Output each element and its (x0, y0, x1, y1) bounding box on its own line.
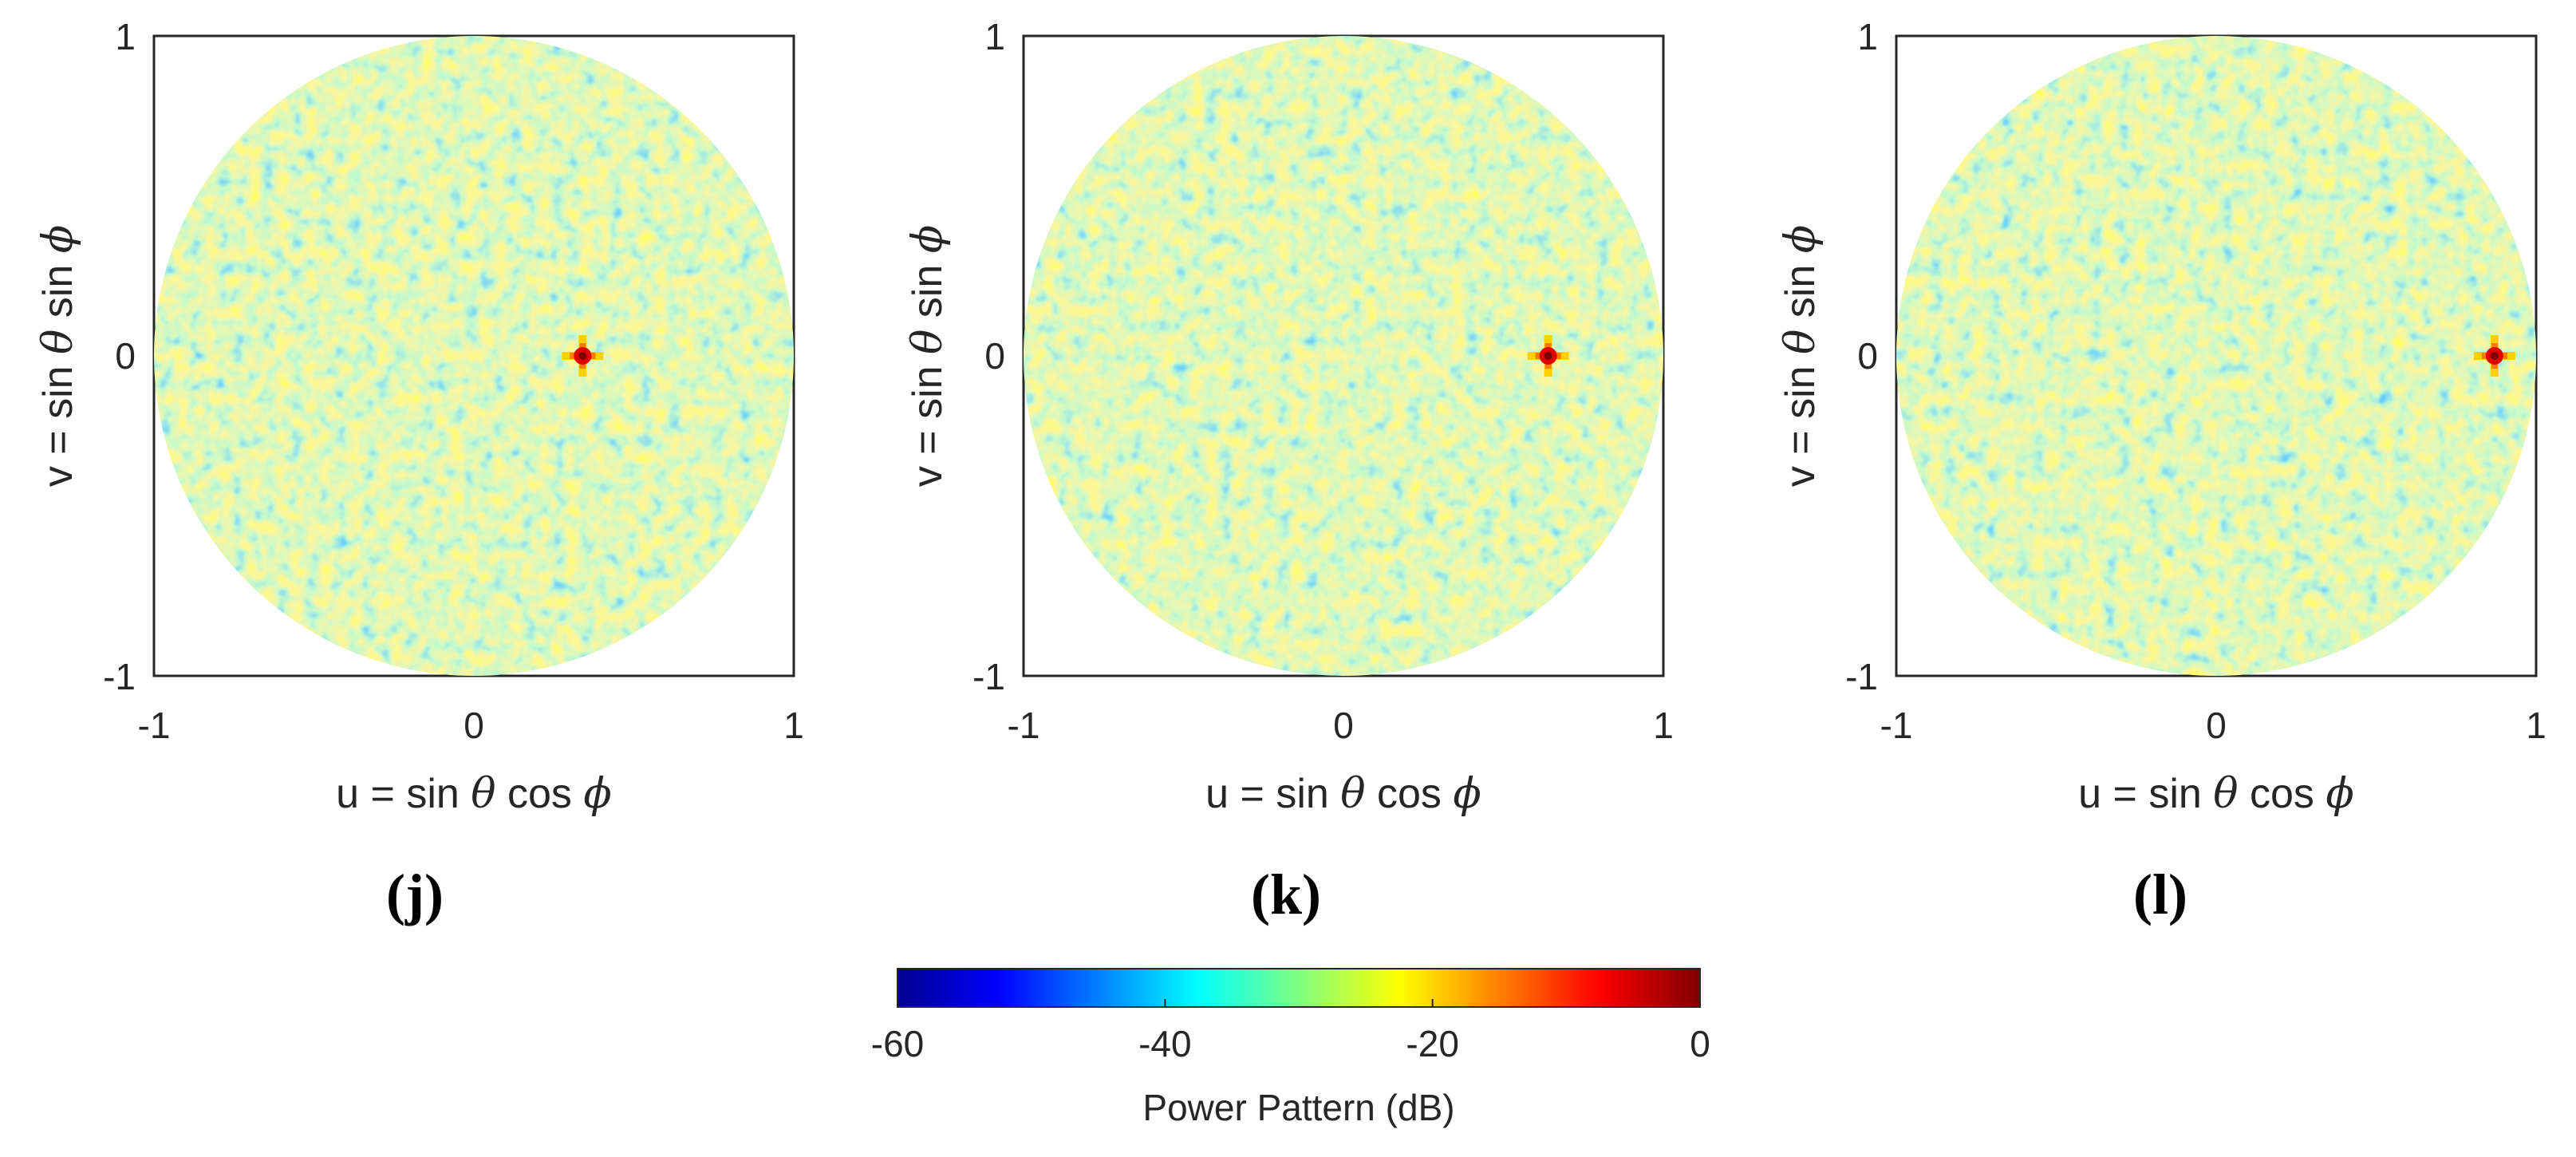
main-beam-core (578, 352, 587, 360)
x-tick-right: 1 (783, 705, 804, 746)
x-tick-left: -1 (138, 705, 171, 746)
colorbar-ticks: -60 -40 -20 0 (871, 999, 1710, 1064)
main-beam-j (562, 335, 604, 377)
power-pattern-heatmap (154, 36, 794, 676)
main-beam-l (2473, 335, 2515, 377)
y-axis-label: v = sin θ sin ϕ (904, 225, 952, 487)
x-axis-label: u = sin θ cos ϕ (1205, 770, 1481, 818)
y-tick-mid: 0 (984, 335, 1005, 377)
x-tick-right: 1 (1653, 705, 1674, 746)
power-pattern-heatmap (1896, 36, 2536, 676)
colorbar-tick-label: -40 (1138, 1023, 1191, 1064)
x-tick-mid: 0 (464, 705, 484, 746)
main-beam-core (2490, 352, 2499, 360)
colorbar: -60 -40 -20 0 Power Pattern (dB) (871, 968, 1710, 1128)
x-tick-mid: 0 (1333, 705, 1354, 746)
y-tick-top: 1 (115, 16, 136, 57)
x-axis-label: u = sin θ cos ϕ (2078, 770, 2354, 818)
y-tick-bottom: -1 (103, 656, 136, 697)
y-tick-bottom: -1 (1845, 656, 1878, 697)
y-tick-top: 1 (1857, 16, 1878, 57)
main-beam-k (1527, 335, 1569, 377)
main-beam-core (1544, 352, 1552, 360)
colorbar-tick-label: -20 (1406, 1023, 1458, 1064)
x-tick-right: 1 (2526, 705, 2546, 746)
x-tick-left: -1 (1008, 705, 1040, 746)
colorbar-tick-label: 0 (1690, 1023, 1710, 1064)
panel-label: (j) (386, 863, 444, 926)
panel-l: 1 0 -1 -1 0 1 u = sin θ cos ϕ v = sin θ … (1777, 16, 2546, 926)
x-axis-label: u = sin θ cos ϕ (336, 770, 612, 818)
y-tick-mid: 0 (1857, 335, 1878, 377)
y-tick-mid: 0 (115, 335, 136, 377)
y-axis-label: v = sin θ sin ϕ (1777, 225, 1825, 487)
panel-k: 1 0 -1 -1 0 1 u = sin θ cos ϕ v = sin θ … (904, 16, 1674, 926)
y-tick-bottom: -1 (972, 656, 1005, 697)
panel-j: 1 0 -1 -1 0 1 u = sin θ cos ϕ v = sin θ … (34, 16, 804, 926)
colorbar-label: Power Pattern (dB) (1142, 1087, 1454, 1128)
panel-label: (l) (2133, 863, 2187, 926)
x-tick-left: -1 (1880, 705, 1913, 746)
colorbar-tick-label: -60 (871, 1023, 924, 1064)
colorbar-gradient (897, 968, 1701, 1008)
y-axis-label: v = sin θ sin ϕ (34, 225, 82, 487)
x-tick-mid: 0 (2206, 705, 2227, 746)
panel-label: (k) (1251, 863, 1321, 926)
y-tick-top: 1 (984, 16, 1005, 57)
